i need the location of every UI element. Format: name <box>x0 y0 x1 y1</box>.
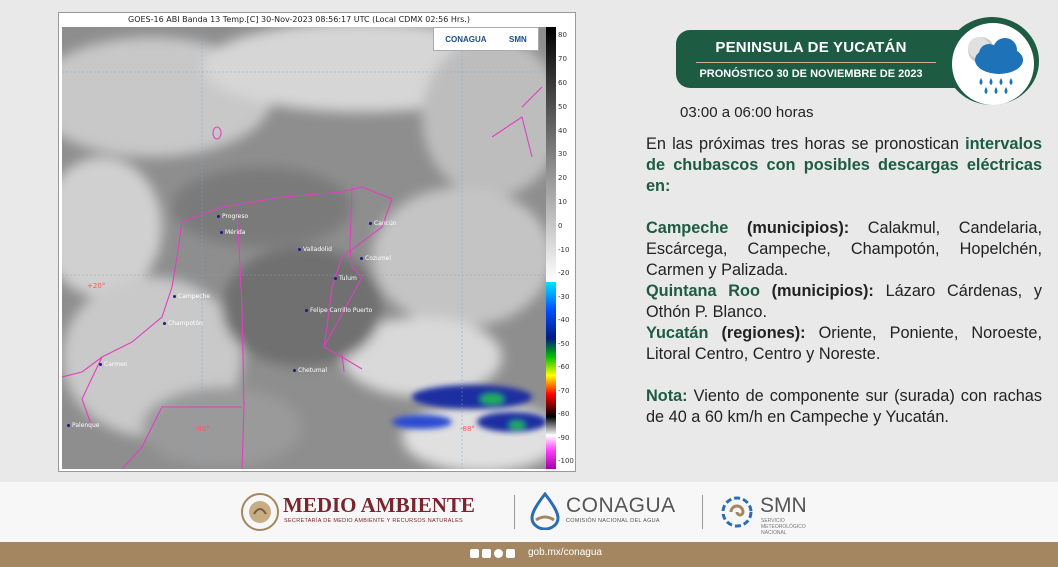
medio-ambiente-subtitle: SECRETARÍA DE MEDIO AMBIENTE Y RECURSOS … <box>284 518 464 524</box>
satellite-map: Progreso Mérida Valladolid Cancún Cozume… <box>62 27 546 469</box>
state-name-yucatan: Yucatán <box>646 324 709 342</box>
logo-separator <box>702 495 703 529</box>
institution-logos-bar: MEDIO AMBIENTE SECRETARÍA DE MEDIO AMBIE… <box>0 482 1058 542</box>
city-label: Chetumal <box>293 367 327 374</box>
colorbar-tick: -100 <box>558 457 574 465</box>
temperature-colorbar <box>546 27 556 469</box>
latitude-label: +20° <box>87 282 106 290</box>
forecast-date: PRONÓSTICO 30 DE NOVIEMBRE DE 2023 <box>699 68 923 80</box>
colorbar-tick: 10 <box>558 198 567 206</box>
colorbar-tick: 30 <box>558 150 567 158</box>
colorbar-tick: -80 <box>558 410 570 418</box>
conagua-logo-text: CONAGUA <box>566 494 676 517</box>
state-kind-label: (municipios): <box>771 282 874 300</box>
colorbar-tick: 40 <box>558 127 567 135</box>
city-label: Campeche <box>173 293 210 300</box>
footer-url-link[interactable]: gob.mx/conagua <box>528 547 602 558</box>
youtube-icon[interactable] <box>506 549 515 558</box>
mexico-seal-icon <box>241 493 279 531</box>
logo-separator <box>514 495 515 529</box>
conagua-subtitle: COMISIÓN NACIONAL DEL AGUA <box>566 518 660 524</box>
region-title: PENINSULA DE YUCATÁN <box>715 39 907 56</box>
colorbar-tick: -90 <box>558 434 570 442</box>
colorbar-tick: -50 <box>558 340 570 348</box>
city-label: Carmen <box>99 361 128 368</box>
forecast-intro: En las próximas tres horas se pronostica… <box>646 135 959 153</box>
satellite-image-panel: GOES-16 ABI Banda 13 Temp.[C] 30-Nov-202… <box>58 12 576 472</box>
banner-divider <box>696 62 936 63</box>
longitude-label: -88° <box>460 425 475 433</box>
campeche-municipalities: Calakmul, Candelaria, Escárcega, Campech… <box>646 219 1042 279</box>
weather-badge <box>945 17 1039 105</box>
state-name-campeche: Campeche <box>646 219 729 237</box>
colorbar-tick: -60 <box>558 363 570 371</box>
smn-mini-logo: SMN <box>509 34 527 44</box>
twitter-icon[interactable] <box>482 549 491 558</box>
satellite-caption: GOES-16 ABI Banda 13 Temp.[C] 30-Nov-202… <box>128 15 470 24</box>
city-label: Felipe Carrillo Puerto <box>305 307 372 314</box>
medio-ambiente-logo-text: MEDIO AMBIENTE <box>283 493 475 517</box>
facebook-icon[interactable] <box>470 549 479 558</box>
conagua-drop-icon <box>530 492 560 530</box>
smn-swirl-icon <box>721 496 753 528</box>
forecast-intro-bold: intervalos de chubascos con posibles des… <box>646 135 1042 195</box>
quintana-roo-municipalities: Lázaro Cárdenas, y Othón P. Blanco. <box>646 282 1043 321</box>
city-label: Champotón <box>163 320 203 327</box>
city-label: Valladolid <box>298 246 332 253</box>
colorbar-tick: 50 <box>558 103 567 111</box>
colorbar-tick: -70 <box>558 387 570 395</box>
city-label: Tulum <box>334 275 357 282</box>
state-name-quintana-roo: Quintana Roo <box>646 282 760 300</box>
colorbar-tick: -30 <box>558 293 570 301</box>
note-text: Viento de componente sur (surada) con ra… <box>646 387 1042 426</box>
yucatan-regions: Oriente, Poniente, Noroeste, Litoral Cen… <box>646 324 1042 363</box>
satellite-logos: CONAGUA SMN <box>433 27 539 51</box>
state-kind-label: (municipios): <box>746 219 850 237</box>
note-label: Nota: <box>646 387 688 405</box>
colorbar-tick: 60 <box>558 79 567 87</box>
smn-logo-text: SMN <box>760 494 807 517</box>
forecast-body: En las próximas tres horas se pronostica… <box>646 134 1042 428</box>
colorbar-tick: 0 <box>558 222 563 230</box>
colorbar-tick: 80 <box>558 31 567 39</box>
city-label: Mérida <box>220 229 246 236</box>
conagua-mini-logo: CONAGUA <box>445 34 487 44</box>
city-label: Cozumel <box>360 255 391 262</box>
city-label: Cancún <box>369 220 397 227</box>
footer-bar: gob.mx/conagua <box>0 542 1058 567</box>
time-range: 03:00 a 06:00 horas <box>680 104 814 121</box>
longitude-label: -90° <box>195 425 210 433</box>
colorbar-tick: 20 <box>558 174 567 182</box>
colorbar-tick: -10 <box>558 246 570 254</box>
instagram-icon[interactable] <box>494 549 503 558</box>
smn-subtitle: SERVICIO METEOROLÓGICO NACIONAL <box>761 518 806 536</box>
city-label: Progreso <box>217 213 248 220</box>
cloud-rain-icon <box>952 23 1034 105</box>
colorbar-tick: 70 <box>558 55 567 63</box>
state-kind-label: (regiones): <box>721 324 806 342</box>
colorbar-tick: -40 <box>558 316 570 324</box>
region-header-banner: PENINSULA DE YUCATÁN PRONÓSTICO 30 DE NO… <box>676 30 976 88</box>
satellite-imagery <box>62 27 546 469</box>
colorbar-tick: -20 <box>558 269 570 277</box>
city-label: Palenque <box>67 422 100 429</box>
